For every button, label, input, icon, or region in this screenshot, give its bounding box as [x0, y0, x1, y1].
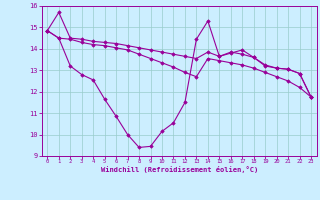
- X-axis label: Windchill (Refroidissement éolien,°C): Windchill (Refroidissement éolien,°C): [100, 166, 258, 173]
